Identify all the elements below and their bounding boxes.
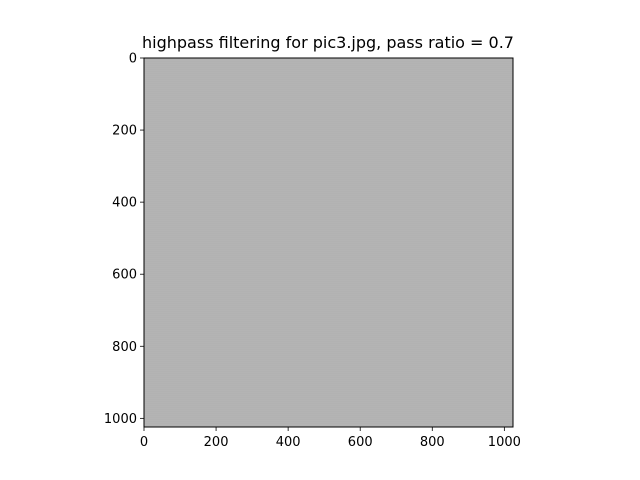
- x-tick-label: 600: [348, 435, 373, 450]
- y-axis: 0 200 400 600 800 1000: [104, 52, 144, 427]
- x-tick-label: 200: [204, 435, 229, 450]
- x-tick-label: 400: [276, 435, 301, 450]
- image-area: [144, 58, 513, 427]
- y-tick-label: 600: [112, 268, 137, 283]
- y-tick-label: 1000: [104, 412, 137, 427]
- x-tick-label: 0: [140, 435, 148, 450]
- x-tick-label: 1000: [488, 435, 521, 450]
- image-texture: [144, 58, 513, 427]
- y-tick-label: 0: [129, 52, 137, 67]
- x-tick-label: 800: [420, 435, 445, 450]
- chart-title: highpass filtering for pic3.jpg, pass ra…: [142, 33, 514, 52]
- y-tick-label: 200: [112, 124, 137, 139]
- y-tick-label: 400: [112, 196, 137, 211]
- x-axis: 0 200 400 600 800 1000: [140, 427, 521, 450]
- plot-frame: [143, 57, 514, 428]
- y-tick-label: 800: [112, 340, 137, 355]
